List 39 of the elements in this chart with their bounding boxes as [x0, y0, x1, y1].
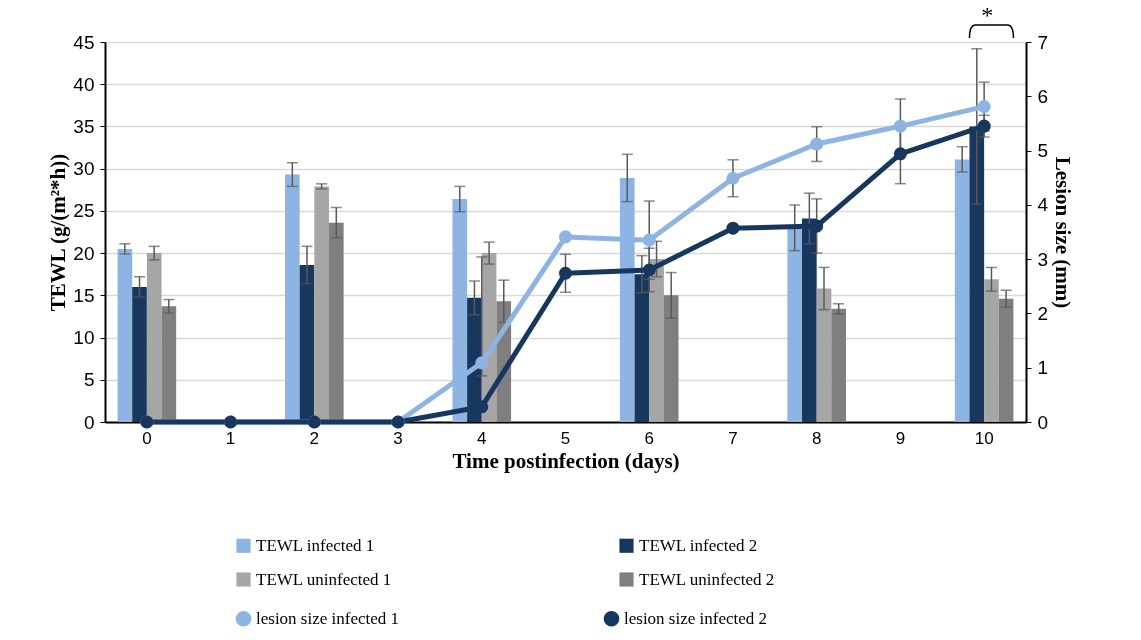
- x-tick-label: 2: [309, 428, 320, 448]
- legend-label: TEWL uninfected 1: [256, 569, 392, 589]
- y-tick-label: 0: [83, 411, 95, 433]
- y2-tick-label: 6: [1037, 85, 1049, 107]
- x-tick-label: 5: [560, 428, 571, 448]
- x-tick-label: 7: [728, 428, 738, 448]
- legend-label: lesion size infected 1: [256, 608, 400, 628]
- y-tick-label: 5: [83, 369, 95, 391]
- x-tick-label: 10: [974, 428, 994, 448]
- y-tick-label: 45: [73, 31, 95, 53]
- y-tick-label: 10: [73, 327, 95, 349]
- x-tick-label: 3: [393, 428, 403, 448]
- y-tick-label: 25: [73, 200, 95, 222]
- y2-tick-label: 5: [1037, 140, 1049, 162]
- y2-tick-label: 0: [1037, 411, 1049, 433]
- x-tick-label: 6: [644, 428, 654, 448]
- y2-tick-label: 2: [1037, 302, 1049, 324]
- y-tick-label: 20: [73, 242, 95, 264]
- x-tick-label: 0: [142, 428, 152, 448]
- x-tick-label: 1: [225, 428, 236, 448]
- x-tick-label: 8: [811, 428, 822, 448]
- y2-tick-label: 3: [1037, 248, 1049, 270]
- text: *: [981, 2, 994, 28]
- x-axis-title: Time postinfection (days): [452, 448, 680, 473]
- y2-tick-label: 1: [1037, 357, 1049, 379]
- y2-tick-label: 7: [1037, 31, 1049, 53]
- x-tick-label: 9: [895, 428, 906, 448]
- y2-tick-label: 4: [1037, 194, 1049, 216]
- y-tick-label: 30: [73, 158, 95, 180]
- legend-label: TEWL infected 2: [639, 535, 758, 555]
- legend-label: TEWL uninfected 2: [639, 569, 775, 589]
- y2-axis-title: Lesion size (mm): [1051, 156, 1076, 309]
- y-tick-label: 15: [73, 284, 95, 306]
- x-tick-label: 4: [477, 428, 487, 448]
- y-axis-title: TEWL (g/(m²*h)): [46, 153, 71, 312]
- legend-label: TEWL infected 1: [256, 535, 375, 555]
- y-tick-label: 35: [73, 115, 95, 137]
- y-tick-label: 40: [73, 73, 95, 95]
- legend-label: lesion size infected 2: [624, 608, 768, 628]
